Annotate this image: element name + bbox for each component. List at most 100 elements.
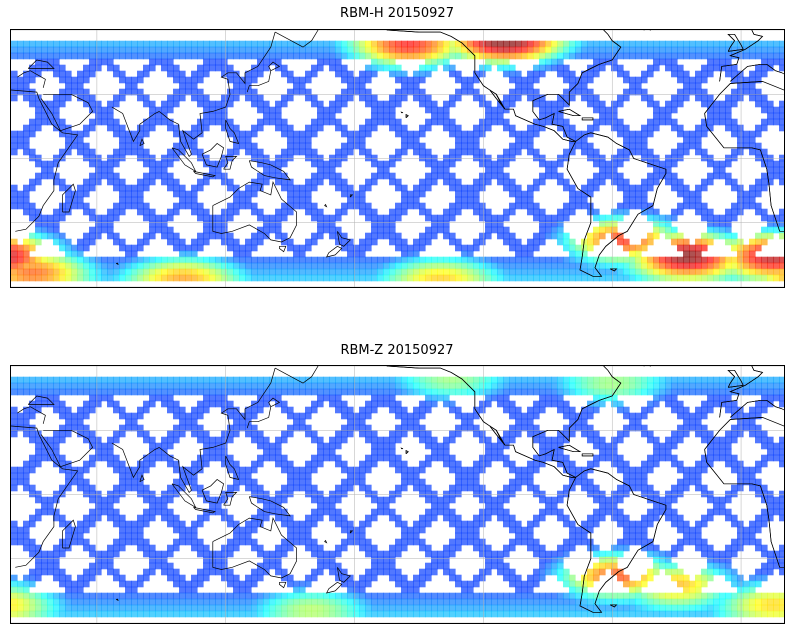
data-cell	[53, 400, 60, 408]
data-cell	[335, 70, 342, 78]
data-cell	[491, 46, 498, 54]
data-cell	[119, 154, 126, 162]
data-cell	[503, 70, 510, 78]
data-cell	[569, 184, 576, 192]
data-cell	[113, 400, 120, 408]
data-cell	[17, 88, 24, 96]
data-cell	[269, 40, 276, 48]
data-cell	[305, 388, 312, 396]
data-cell	[359, 40, 366, 48]
data-cell	[557, 40, 564, 48]
data-cell	[545, 268, 552, 276]
data-cell	[557, 172, 564, 180]
data-cell	[125, 376, 132, 384]
data-cell	[281, 238, 288, 246]
data-cell	[671, 394, 678, 402]
data-cell	[431, 58, 438, 66]
data-cell	[665, 514, 672, 522]
data-cell	[587, 190, 594, 198]
data-cell	[35, 58, 42, 66]
data-cell	[719, 496, 726, 504]
data-cell	[425, 400, 432, 408]
data-cell	[689, 376, 696, 384]
data-cell	[479, 484, 486, 492]
data-cell	[167, 118, 174, 126]
data-cell	[767, 64, 774, 72]
data-cell	[509, 490, 516, 498]
data-cell	[257, 58, 264, 66]
data-cell	[425, 106, 432, 114]
data-cell	[155, 442, 162, 450]
data-cell	[263, 166, 270, 174]
data-cell	[83, 460, 90, 468]
data-cell	[245, 466, 252, 474]
data-cell	[389, 274, 396, 282]
data-cell	[701, 430, 708, 438]
data-cell	[365, 154, 372, 162]
data-cell	[317, 166, 324, 174]
data-cell	[209, 448, 216, 456]
data-cell	[335, 394, 342, 402]
data-cell	[197, 268, 204, 276]
data-cell	[575, 424, 582, 432]
data-cell	[611, 178, 618, 186]
data-cell	[221, 226, 228, 234]
data-cell	[755, 424, 762, 432]
data-cell	[563, 406, 570, 414]
data-cell	[185, 76, 192, 84]
data-cell	[23, 88, 30, 96]
data-cell	[443, 220, 450, 228]
data-cell	[743, 46, 750, 54]
data-cell	[221, 460, 228, 468]
data-cell	[707, 46, 714, 54]
data-cell	[29, 490, 36, 498]
data-cell	[359, 478, 366, 486]
data-cell	[407, 76, 414, 84]
data-cell	[65, 70, 72, 78]
data-cell	[287, 478, 294, 486]
data-cell	[257, 226, 264, 234]
data-cell	[731, 460, 738, 468]
data-cell	[491, 226, 498, 234]
data-cell	[623, 40, 630, 48]
data-cell	[545, 454, 552, 462]
data-cell	[473, 538, 480, 546]
data-cell	[29, 484, 36, 492]
data-cell	[143, 160, 150, 168]
data-cell	[479, 178, 486, 186]
data-cell	[413, 418, 420, 426]
data-cell	[281, 382, 288, 390]
data-cell	[431, 436, 438, 444]
data-cell	[521, 250, 528, 258]
data-cell	[509, 154, 516, 162]
data-cell	[755, 202, 762, 210]
data-cell	[77, 268, 84, 276]
data-cell	[731, 184, 738, 192]
data-cell	[257, 394, 264, 402]
data-cell	[335, 46, 342, 54]
data-cell	[647, 466, 654, 474]
data-cell	[443, 118, 450, 126]
data-cell	[227, 130, 234, 138]
data-cell	[167, 514, 174, 522]
data-cell	[77, 190, 84, 198]
data-cell	[221, 376, 228, 384]
data-cell	[419, 142, 426, 150]
data-cell	[599, 442, 606, 450]
data-cell	[179, 424, 186, 432]
data-cell	[269, 52, 276, 60]
data-cell	[95, 118, 102, 126]
data-cell	[89, 46, 96, 54]
data-cell	[287, 262, 294, 270]
data-cell	[317, 448, 324, 456]
data-cell	[59, 514, 66, 522]
data-cell	[185, 46, 192, 54]
data-cell	[707, 112, 714, 120]
data-cell	[233, 196, 240, 204]
data-cell	[209, 232, 216, 240]
data-cell	[71, 376, 78, 384]
coastline	[566, 132, 667, 277]
data-cell	[65, 388, 72, 396]
data-cell	[41, 274, 48, 282]
data-cell	[77, 82, 84, 90]
